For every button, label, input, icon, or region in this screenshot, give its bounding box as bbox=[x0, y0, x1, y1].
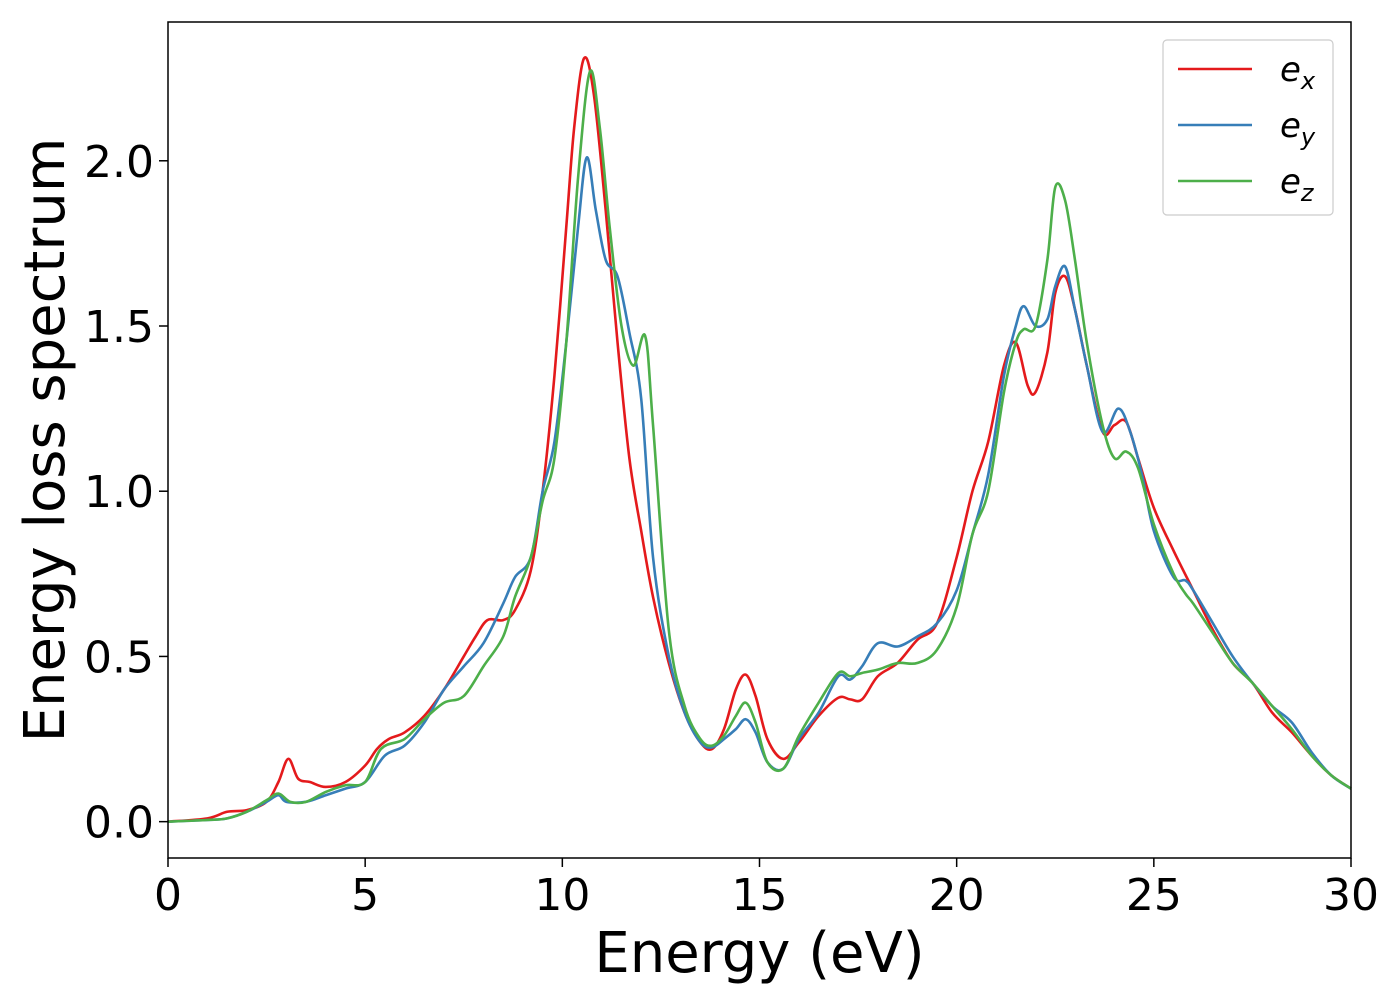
series-line-e-z bbox=[167, 69, 1352, 823]
x-tick-label: 25 bbox=[1126, 870, 1182, 921]
y-axis-ticks: 0.0 0.5 1.0 1.5 2.0 bbox=[84, 137, 168, 849]
legend-label-subscript: x bbox=[1300, 67, 1316, 95]
x-tick-label: 30 bbox=[1323, 870, 1379, 921]
x-tick-label: 10 bbox=[534, 870, 590, 921]
y-tick-label: 0.5 bbox=[84, 632, 154, 683]
x-tick-label: 0 bbox=[154, 870, 182, 921]
legend-label-subscript: z bbox=[1300, 179, 1315, 207]
x-tick-label: 5 bbox=[351, 870, 379, 921]
y-tick-label: 1.0 bbox=[84, 467, 154, 518]
y-axis-label: Energy loss spectrum bbox=[13, 138, 78, 743]
series-line-e-y bbox=[167, 156, 1352, 823]
y-tick-label: 1.5 bbox=[84, 302, 154, 353]
y-tick-label: 0.0 bbox=[84, 798, 154, 849]
y-tick-label: 2.0 bbox=[84, 137, 154, 188]
x-tick-label: 20 bbox=[929, 870, 985, 921]
legend-label-subscript: y bbox=[1300, 123, 1316, 151]
series-layer bbox=[167, 55, 1352, 823]
x-axis-label: Energy (eV) bbox=[594, 921, 924, 986]
series-line-e-x bbox=[167, 55, 1352, 823]
plot-area bbox=[168, 22, 1351, 858]
legend-box bbox=[1162, 39, 1334, 216]
x-tick-label: 15 bbox=[732, 870, 788, 921]
x-axis-ticks: 0 5 10 15 20 25 30 bbox=[154, 858, 1379, 921]
